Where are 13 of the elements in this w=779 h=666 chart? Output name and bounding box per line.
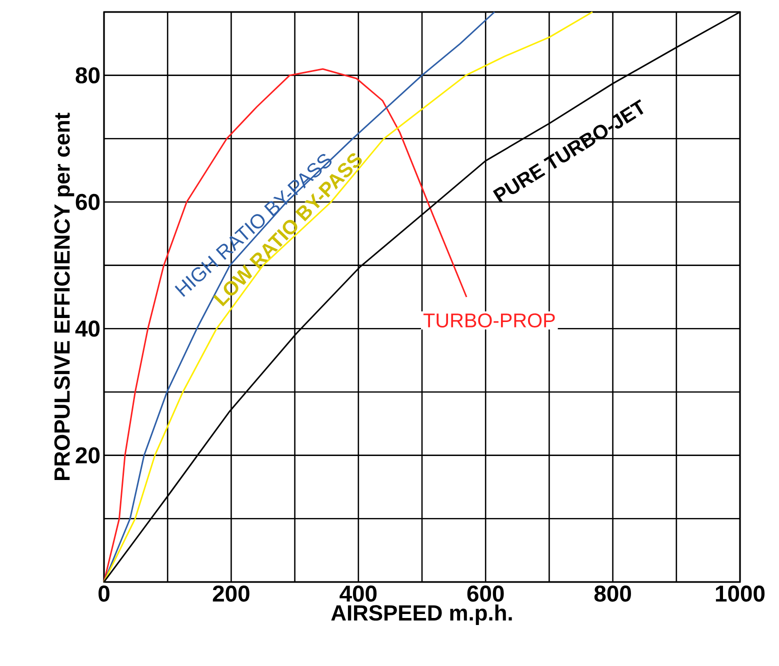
- x-tick-label: 200: [212, 586, 250, 602]
- x-tick-label: 0: [98, 586, 110, 602]
- y-tick-label: 80: [76, 67, 100, 84]
- x-tick-label: 800: [594, 586, 631, 602]
- x-tick-label: 1000: [716, 586, 765, 602]
- y-tick-label: 40: [75, 320, 100, 337]
- x-tick-label: 400: [340, 586, 377, 602]
- x-tick-label: 600: [467, 586, 504, 602]
- series-label: TURBO-PROP: [423, 313, 555, 328]
- y-axis-title: PROPULSIVE EFFICIENCY per cent: [54, 112, 74, 480]
- x-axis-title: AIRSPEED m.p.h.: [331, 604, 512, 625]
- y-tick-label: 60: [76, 194, 100, 210]
- y-tick-label: 20: [76, 447, 100, 464]
